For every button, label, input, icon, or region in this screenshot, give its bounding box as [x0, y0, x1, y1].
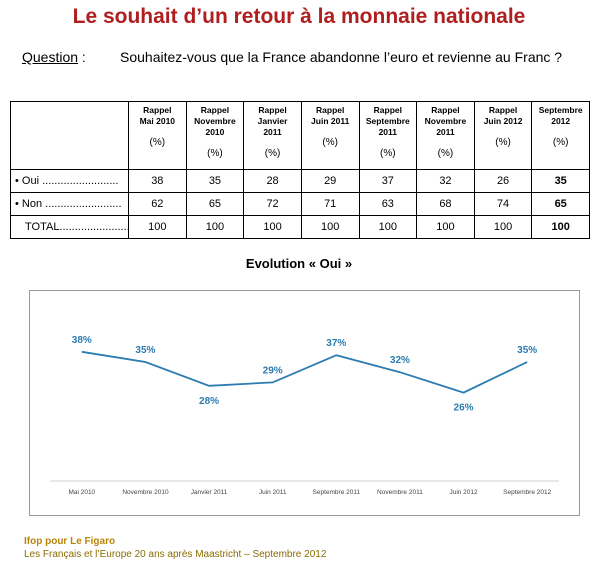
chart-title: Evolution « Oui »	[245, 256, 353, 271]
table-row-total: TOTAL......................... 100 100 1…	[10, 215, 590, 239]
table-cell: 68	[416, 192, 475, 216]
header-row: Rappel Mai 2010 (%) Rappel Novembre 2010 (%) …	[10, 101, 590, 170]
x-tick-label: Janvier 2011	[191, 489, 228, 496]
question-label: Question :	[22, 49, 86, 65]
data-label: 32%	[390, 355, 410, 366]
table-cell: 100	[416, 215, 475, 239]
table-cell: 72	[243, 192, 302, 216]
row-label-non: • Non .........................	[10, 192, 129, 216]
header-col-5: Rappel Septembre 2011 (%)	[358, 101, 418, 170]
results-table: Rappel Mai 2010 (%) Rappel Novembre 2010 (%) …	[10, 101, 590, 239]
header-empty-cell	[10, 101, 129, 170]
x-tick-label: Septembre 2012	[503, 489, 551, 496]
data-label: 29%	[263, 365, 283, 376]
chart-frame: Mai 2010 Novembre 2010 Janvier 2011 Juin 20…	[29, 290, 580, 516]
table-cell: 62	[128, 192, 187, 216]
line-chart: Mai 2010 Novembre 2010 Janvier 2011 Juin 20…	[50, 335, 559, 496]
header-col-3: Rappel Janvier 2011 (%)	[243, 101, 302, 170]
table-cell: 100	[300, 215, 360, 239]
table-cell: 100	[128, 215, 187, 239]
table-cell: 65	[531, 192, 590, 216]
table-cell: 100	[358, 215, 418, 239]
table-cell: 74	[473, 192, 533, 216]
table-cell: 35	[185, 169, 245, 193]
table-cell: 32	[416, 169, 475, 193]
question-separator: :	[78, 49, 86, 65]
x-tick-label: Juin 2011	[259, 489, 287, 496]
table-row-non: • Non ......................... 62 65 72…	[10, 192, 590, 216]
table-cell: 100	[531, 215, 590, 239]
table-cell: 38	[128, 169, 187, 193]
table-cell: 100	[473, 215, 533, 239]
x-tick-label: Mai 2010	[68, 489, 95, 496]
table-cell: 100	[185, 215, 245, 239]
header-col-4: Rappel Juin 2011 (%)	[300, 101, 360, 170]
x-tick-label: Juin 2012	[449, 489, 478, 496]
table-cell: 35	[531, 169, 590, 193]
header-col-1: Rappel Mai 2010 (%)	[128, 101, 187, 170]
table-cell: 37	[358, 169, 418, 193]
table-cell: 71	[300, 192, 360, 216]
data-label: 37%	[326, 338, 346, 349]
x-tick-label: Novembre 2011	[377, 489, 423, 496]
header-col-7: Rappel Juin 2012 (%)	[473, 101, 533, 170]
row-label-total: TOTAL.........................	[10, 215, 129, 239]
table-row-oui: • Oui ......................... 38 35 28…	[10, 169, 590, 193]
row-label-oui: • Oui .........................	[10, 169, 129, 193]
question-label-text: Question	[22, 49, 79, 65]
table-cell: 65	[185, 192, 245, 216]
x-tick-label: Novembre 2010	[122, 489, 169, 496]
header-col-8: Septembre 2012 (%)	[531, 101, 590, 170]
footer-source: Ifop pour Le Figaro	[24, 536, 116, 547]
data-label: 35%	[517, 345, 537, 356]
x-tick-label: Septembre 2011	[313, 489, 361, 496]
data-label: 28%	[199, 396, 219, 407]
header-col-6: Rappel Novembre 2011 (%)	[416, 101, 475, 170]
table-cell: 100	[243, 215, 302, 239]
data-label: 26%	[454, 403, 474, 414]
header-col-2: Rappel Novembre 2010 (%)	[185, 101, 245, 170]
table-cell: 63	[358, 192, 418, 216]
footer-study: Les Français et l’Europe 20 ans après Ma…	[24, 549, 327, 560]
data-label: 35%	[135, 345, 155, 356]
table-cell: 29	[300, 169, 360, 193]
table-cell: 26	[473, 169, 533, 193]
table-cell: 28	[243, 169, 302, 193]
data-label: 38%	[72, 335, 92, 346]
question-text: Souhaitez-vous que la France abandonne l…	[120, 49, 563, 65]
page-title: Le souhait d’un retour à la monnaie nati…	[72, 5, 526, 28]
series-line	[81, 350, 528, 394]
